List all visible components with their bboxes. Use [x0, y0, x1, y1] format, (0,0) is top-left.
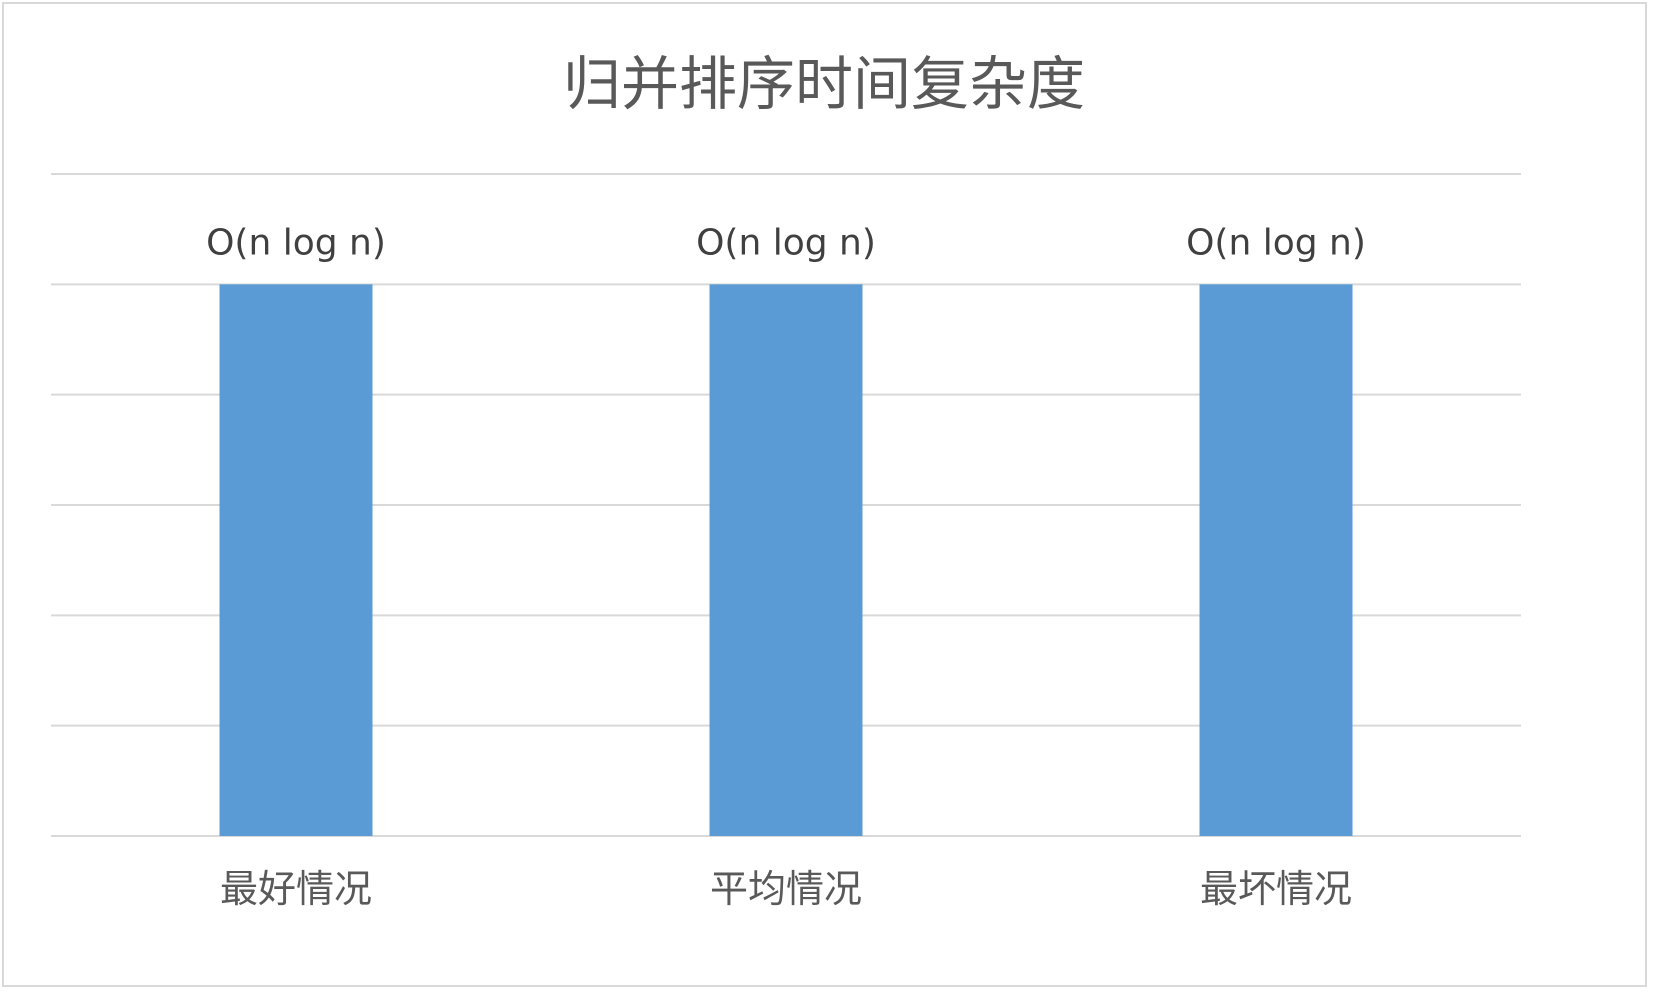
bar-3 [1199, 284, 1353, 836]
chart-title: 归并排序时间复杂度 [563, 50, 1085, 118]
data-labels: O(n log n) O(n log n) O(n log n) [206, 222, 1366, 263]
category-label-2: 平均情况 [710, 867, 862, 911]
category-label-3: 最坏情况 [1200, 867, 1352, 911]
chart-svg: 归并排序时间复杂度 O(n log n) O(n log n) O(n log n)… [51, 50, 1521, 911]
bar-1 [219, 284, 373, 836]
data-label-3: O(n log n) [1186, 222, 1366, 263]
bars [219, 284, 1353, 836]
data-label-1: O(n log n) [206, 222, 386, 263]
category-labels: 最好情况 平均情况 最坏情况 [220, 867, 1352, 911]
data-label-2: O(n log n) [696, 222, 876, 263]
category-label-1: 最好情况 [220, 867, 372, 911]
bar-2 [709, 284, 863, 836]
